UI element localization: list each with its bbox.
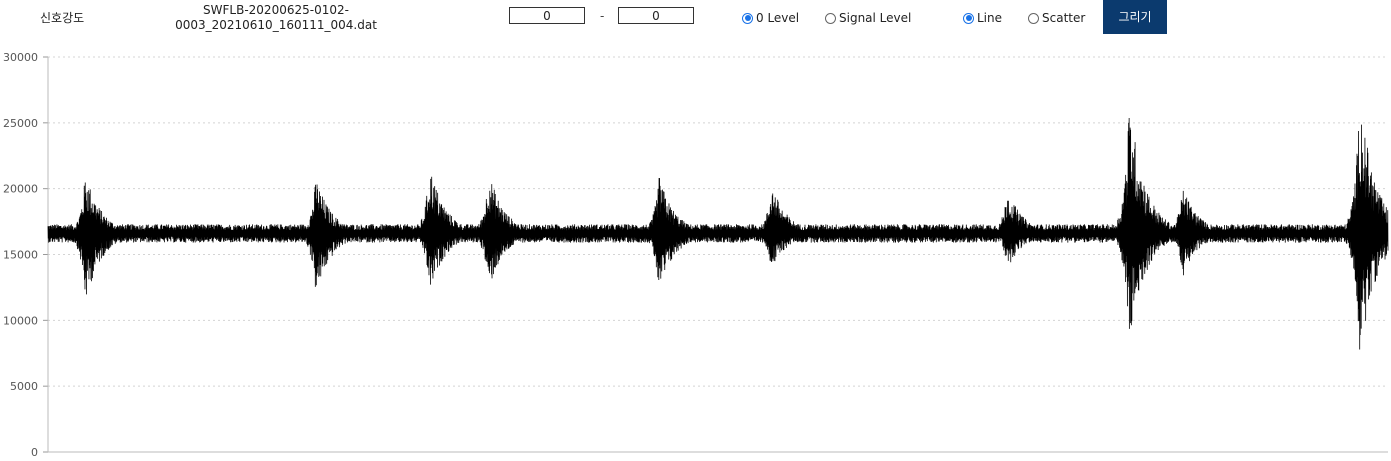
radio-zero-level[interactable]: 0 Level bbox=[742, 11, 799, 25]
y-tick-label: 5000 bbox=[10, 380, 38, 393]
radio-signal-level[interactable]: Signal Level bbox=[825, 11, 911, 25]
y-tick-label: 25000 bbox=[3, 117, 38, 130]
y-tick-label: 30000 bbox=[3, 51, 38, 64]
file-name-line-2: 0003_20210610_160111_004.dat bbox=[175, 18, 377, 32]
signal-chart: 0 5000 10000 15000 20000 25000 30000 bbox=[3, 51, 1389, 459]
y-tick-label: 15000 bbox=[3, 249, 38, 262]
file-name: SWFLB-20200625-0102- 0003_20210610_16011… bbox=[170, 3, 382, 33]
radio-scatter-circle[interactable] bbox=[1028, 12, 1039, 24]
radio-zero-level-label: 0 Level bbox=[756, 11, 800, 25]
file-name-line-1: SWFLB-20200625-0102- bbox=[203, 3, 349, 17]
toolbar: 신호강도 SWFLB-20200625-0102- 0003_20210610_… bbox=[0, 0, 1391, 36]
radio-scatter-label: Scatter bbox=[1042, 11, 1086, 25]
radio-scatter[interactable]: Scatter bbox=[1028, 11, 1085, 25]
radio-line-circle[interactable] bbox=[963, 12, 974, 24]
series-group bbox=[47, 118, 1389, 350]
range-end-input[interactable] bbox=[618, 7, 694, 24]
y-axis: 0 5000 10000 15000 20000 25000 30000 bbox=[3, 51, 1388, 459]
radio-signal-level-circle[interactable] bbox=[825, 12, 836, 24]
radio-line[interactable]: Line bbox=[963, 11, 1002, 25]
chart-grid bbox=[48, 56, 1388, 387]
signal-series-line bbox=[47, 118, 1389, 350]
radio-signal-level-label: Signal Level bbox=[839, 11, 912, 25]
draw-button[interactable]: 그리기 bbox=[1103, 0, 1167, 34]
radio-zero-level-circle[interactable] bbox=[742, 12, 753, 24]
radio-line-label: Line bbox=[977, 11, 1003, 25]
y-tick-label: 10000 bbox=[3, 314, 38, 327]
y-tick-label: 20000 bbox=[3, 183, 38, 196]
signal-strength-label: 신호강도 bbox=[40, 11, 85, 25]
range-separator: - bbox=[600, 9, 605, 23]
range-start-input[interactable] bbox=[509, 7, 585, 24]
y-tick-label: 0 bbox=[31, 446, 38, 459]
